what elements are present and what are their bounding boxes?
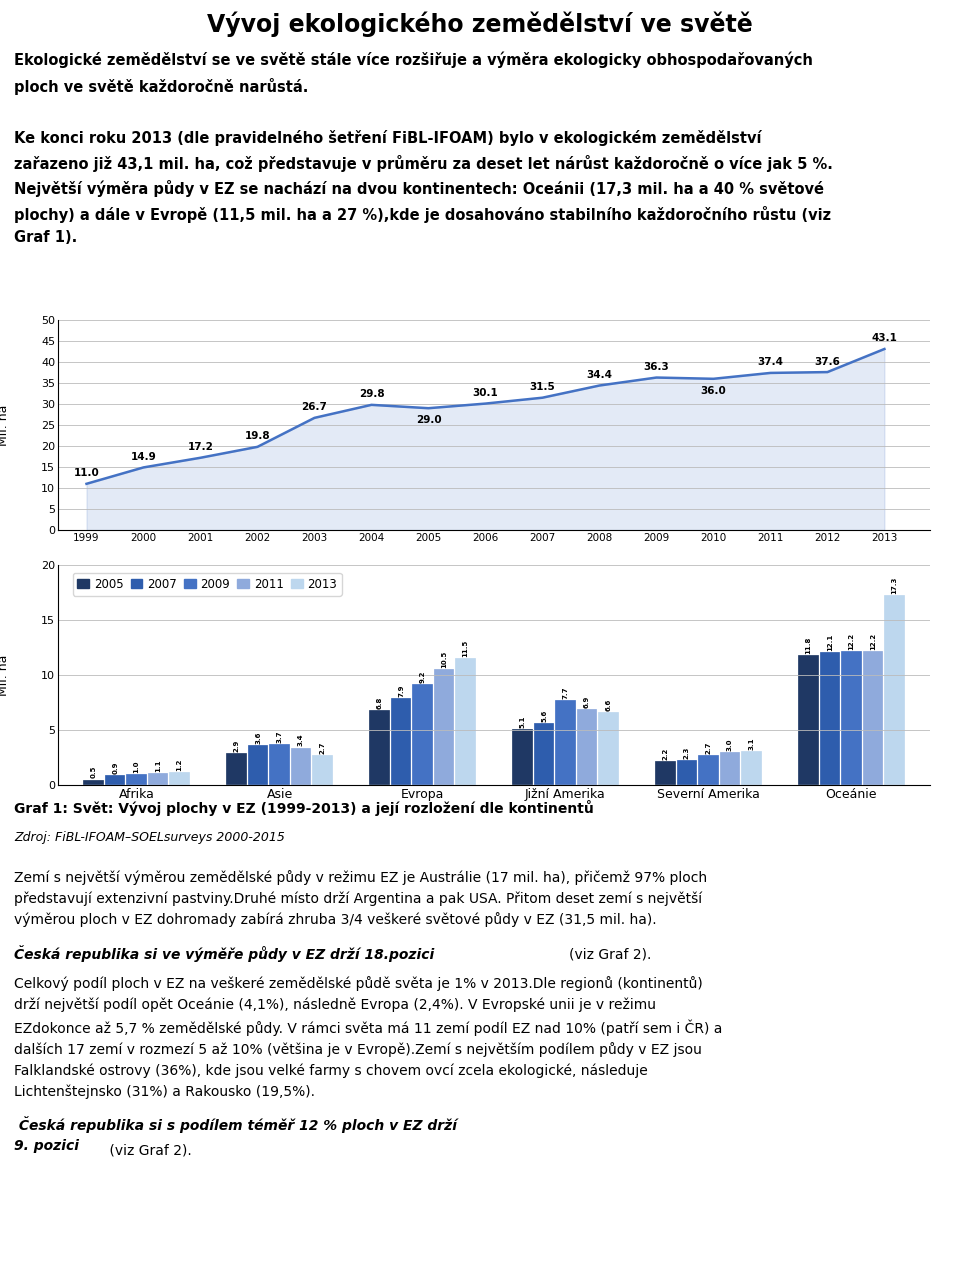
Bar xyxy=(291,747,311,785)
Bar xyxy=(884,594,904,785)
Text: 34.4: 34.4 xyxy=(587,370,612,380)
Text: 5.1: 5.1 xyxy=(519,715,525,728)
Bar xyxy=(720,752,740,785)
Text: 2.7: 2.7 xyxy=(706,742,711,755)
Text: 19.8: 19.8 xyxy=(245,431,271,441)
Y-axis label: Mil. ha: Mil. ha xyxy=(0,404,10,446)
Text: 12.2: 12.2 xyxy=(870,632,876,650)
Bar xyxy=(248,746,269,785)
Text: 14.9: 14.9 xyxy=(131,451,156,461)
Text: 1.2: 1.2 xyxy=(177,758,182,771)
Bar xyxy=(598,713,618,785)
Text: 12.1: 12.1 xyxy=(827,633,833,651)
Text: 29.8: 29.8 xyxy=(359,389,384,399)
Bar xyxy=(841,651,862,785)
Bar xyxy=(148,772,168,785)
Text: 11.0: 11.0 xyxy=(74,468,100,478)
Text: 30.1: 30.1 xyxy=(472,388,498,398)
Text: 37.4: 37.4 xyxy=(757,358,783,368)
Text: Zemí s největší výměrou zemědělské půdy v režimu EZ je Austrálie (17 mil. ha), p: Zemí s největší výměrou zemědělské půdy … xyxy=(14,870,708,928)
Text: 17.3: 17.3 xyxy=(891,576,898,594)
Bar xyxy=(820,652,840,785)
Text: Ekologické zemědělství se ve světě stále více rozšiřuje a výměra ekologicky obho: Ekologické zemědělství se ve světě stále… xyxy=(14,52,813,95)
Text: 6.6: 6.6 xyxy=(606,699,612,712)
Text: Zdroj: FiBL-IFOAM–SOELsurveys 2000-2015: Zdroj: FiBL-IFOAM–SOELsurveys 2000-2015 xyxy=(14,830,285,844)
Bar xyxy=(227,753,247,785)
Bar xyxy=(434,670,454,785)
Text: Ke konci roku 2013 (dle pravidelného šetření FiBL-IFOAM) bylo v ekologickém země: Ke konci roku 2013 (dle pravidelného šet… xyxy=(14,130,833,245)
Text: (viz Graf 2).: (viz Graf 2). xyxy=(106,1144,192,1158)
Bar xyxy=(370,710,390,785)
Text: 12.2: 12.2 xyxy=(849,632,854,650)
Bar xyxy=(412,684,433,785)
Bar xyxy=(741,751,761,785)
Text: 26.7: 26.7 xyxy=(301,402,327,412)
Bar xyxy=(84,780,104,785)
Bar xyxy=(391,698,412,785)
Text: 36.3: 36.3 xyxy=(643,362,669,372)
Bar xyxy=(555,700,576,785)
Text: 37.6: 37.6 xyxy=(814,356,840,367)
Bar xyxy=(862,651,883,785)
Text: 43.1: 43.1 xyxy=(872,334,898,344)
Bar xyxy=(677,760,697,785)
Text: 2.9: 2.9 xyxy=(233,739,240,752)
Text: 7.9: 7.9 xyxy=(398,685,404,696)
Text: 0.5: 0.5 xyxy=(91,766,97,779)
Bar xyxy=(698,756,719,785)
Bar xyxy=(455,659,476,785)
Text: 2.3: 2.3 xyxy=(684,746,690,758)
Bar xyxy=(105,775,126,785)
Text: 6.8: 6.8 xyxy=(376,696,383,709)
Text: 6.9: 6.9 xyxy=(584,695,589,708)
Text: 2.2: 2.2 xyxy=(662,747,668,760)
Text: 17.2: 17.2 xyxy=(187,442,213,453)
Text: Česká republika si s podílem téměř 12 % ploch v EZ drží
9. pozici: Česká republika si s podílem téměř 12 % … xyxy=(14,1116,457,1153)
Text: Graf 1: Svět: Vývoj plochy v EZ (1999-2013) a její rozložení dle kontinentů: Graf 1: Svět: Vývoj plochy v EZ (1999-20… xyxy=(14,800,593,817)
Text: 3.6: 3.6 xyxy=(255,732,261,744)
Text: Česká republika si ve výměře půdy v EZ drží 18.pozici: Česká republika si ve výměře půdy v EZ d… xyxy=(14,945,434,962)
Bar xyxy=(656,761,676,785)
Bar xyxy=(169,772,190,785)
Text: 1.0: 1.0 xyxy=(133,761,139,772)
Text: 9.2: 9.2 xyxy=(420,670,425,683)
Bar xyxy=(798,655,819,785)
Text: 0.9: 0.9 xyxy=(112,761,118,774)
Text: (viz Graf 2).: (viz Graf 2). xyxy=(568,947,651,961)
Text: 3.7: 3.7 xyxy=(276,731,282,743)
Bar xyxy=(312,756,333,785)
Text: 7.7: 7.7 xyxy=(563,686,568,699)
Text: Vývoj ekologického zemědělství ve světě: Vývoj ekologického zemědělství ve světě xyxy=(207,11,753,37)
Text: 11.5: 11.5 xyxy=(463,640,468,657)
Text: 1.1: 1.1 xyxy=(156,760,161,772)
Bar xyxy=(513,729,533,785)
Text: 31.5: 31.5 xyxy=(530,382,555,392)
Text: 3.4: 3.4 xyxy=(298,734,304,747)
Text: 36.0: 36.0 xyxy=(701,386,727,396)
Text: 3.0: 3.0 xyxy=(727,738,732,751)
Bar xyxy=(127,774,147,785)
Text: Celkový podíl ploch v EZ na veškeré zemědělské půdě světa je 1% v 2013.Dle regio: Celkový podíl ploch v EZ na veškeré země… xyxy=(14,976,722,1098)
Text: 2.7: 2.7 xyxy=(320,742,325,755)
Text: 5.6: 5.6 xyxy=(541,710,547,722)
Bar xyxy=(270,744,290,785)
Text: 3.1: 3.1 xyxy=(748,737,755,750)
Legend: 2005, 2007, 2009, 2011, 2013: 2005, 2007, 2009, 2011, 2013 xyxy=(73,573,342,595)
Bar xyxy=(534,723,554,785)
Y-axis label: Mil. ha: Mil. ha xyxy=(0,655,10,695)
Text: 11.8: 11.8 xyxy=(805,637,811,653)
Text: 29.0: 29.0 xyxy=(416,415,442,425)
Bar xyxy=(577,709,597,785)
Text: 10.5: 10.5 xyxy=(441,651,447,669)
